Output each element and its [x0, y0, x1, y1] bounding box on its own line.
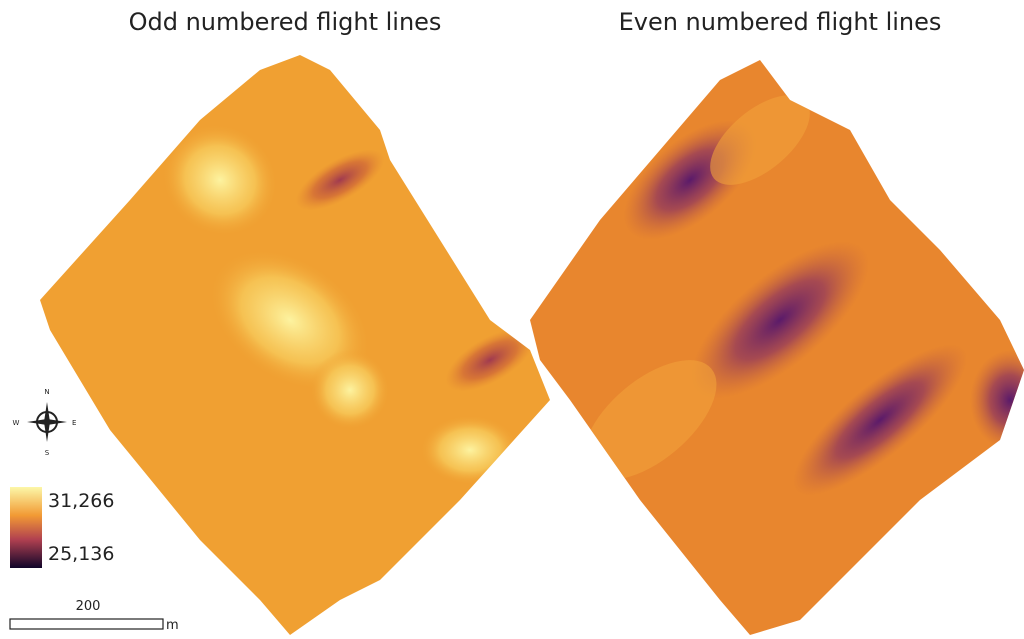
legend-label: 31,266	[48, 490, 114, 512]
compass: N E S W	[13, 388, 77, 457]
scale-label: 200	[76, 599, 101, 614]
legend-label: 25,136	[48, 543, 114, 565]
scale-unit: m	[166, 618, 179, 633]
compass-label: E	[72, 419, 76, 427]
compass-label: W	[13, 419, 20, 427]
compass-label: N	[44, 388, 49, 396]
compass-needle	[27, 419, 67, 425]
legend-colorbar	[10, 487, 42, 568]
figure: Odd numbered flight lines Even numbered …	[0, 0, 1024, 639]
map-title: Even numbered flight lines	[619, 8, 942, 36]
compass-label: S	[45, 449, 50, 457]
scale-bar	[10, 619, 163, 629]
map-title: Odd numbered flight lines	[129, 8, 442, 36]
page: Odd numbered flight lines Even numbered …	[0, 0, 1024, 639]
right-map	[520, 50, 1024, 639]
